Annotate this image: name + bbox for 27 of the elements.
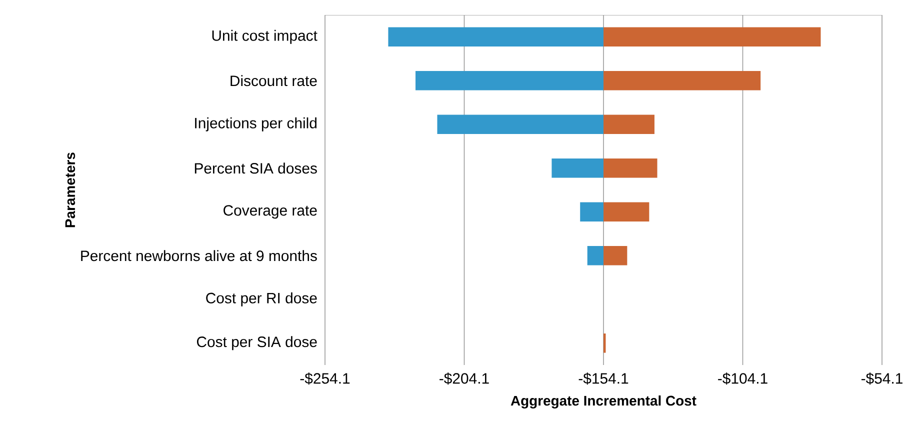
bar bbox=[604, 27, 821, 47]
bar bbox=[580, 202, 604, 222]
x-tick-label: -$204.1 bbox=[440, 372, 489, 385]
bar bbox=[552, 158, 604, 178]
y-tick-label: Unit cost impact bbox=[212, 30, 318, 44]
bar bbox=[587, 246, 604, 266]
bar bbox=[604, 158, 658, 178]
x-tick-label: -$254.1 bbox=[300, 372, 350, 385]
bar bbox=[604, 71, 761, 90]
y-tick-label: Discount rate bbox=[230, 75, 317, 86]
y-tick-label: Percent SIA doses bbox=[194, 162, 317, 174]
x-tick-label: -$154.1 bbox=[578, 372, 628, 385]
y-tick-label: Coverage rate bbox=[224, 205, 317, 219]
bar bbox=[604, 202, 650, 222]
y-axis-title: Parameters bbox=[65, 152, 76, 228]
y-tick-label: Cost per SIA dose bbox=[196, 336, 317, 350]
bar bbox=[604, 246, 628, 266]
y-tick-label: Cost per RI dose bbox=[206, 292, 317, 306]
bar bbox=[416, 71, 604, 90]
bar bbox=[604, 114, 654, 134]
y-tick-label: Injections per child bbox=[195, 117, 316, 132]
bar bbox=[437, 114, 604, 134]
bar bbox=[388, 27, 604, 47]
y-tick-label: Percent newborns alive at 9 months bbox=[81, 250, 317, 262]
x-axis-title: Aggregate Incremental Cost bbox=[510, 395, 696, 408]
x-tick-label: -$104.1 bbox=[718, 372, 768, 385]
x-tick-label: -$54.1 bbox=[861, 372, 902, 385]
